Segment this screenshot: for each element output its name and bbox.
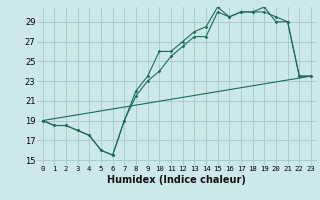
X-axis label: Humidex (Indice chaleur): Humidex (Indice chaleur) — [108, 175, 246, 185]
